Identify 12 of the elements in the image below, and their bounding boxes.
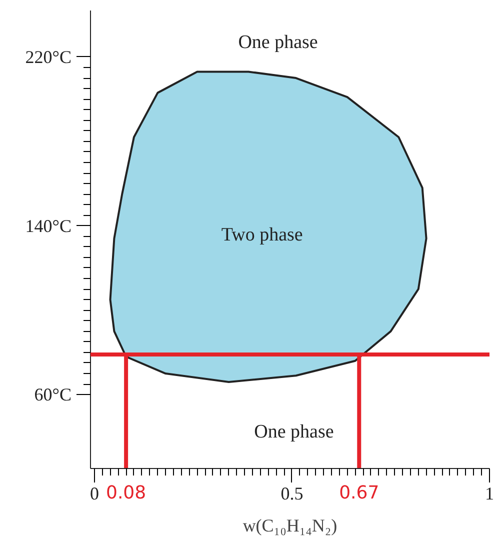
x-tick-label: 0.5 <box>280 484 304 504</box>
annotation: One phase <box>238 32 318 54</box>
ref-line-label: 0.08 <box>106 482 146 504</box>
y-tick-label: 220°C <box>25 46 72 67</box>
annotation: One phase <box>254 421 334 442</box>
x-tick-label: 1 <box>485 484 494 504</box>
x-axis-title: w(C₁₀H₁₄N₂) <box>242 516 338 536</box>
annotation: Two phase <box>221 224 303 246</box>
ref-line-label: 0.67 <box>339 482 380 504</box>
y-tick-label: 140°C <box>25 216 72 236</box>
x-tick-label: 0 <box>90 484 99 504</box>
y-tick-label: 60°C <box>34 384 72 405</box>
